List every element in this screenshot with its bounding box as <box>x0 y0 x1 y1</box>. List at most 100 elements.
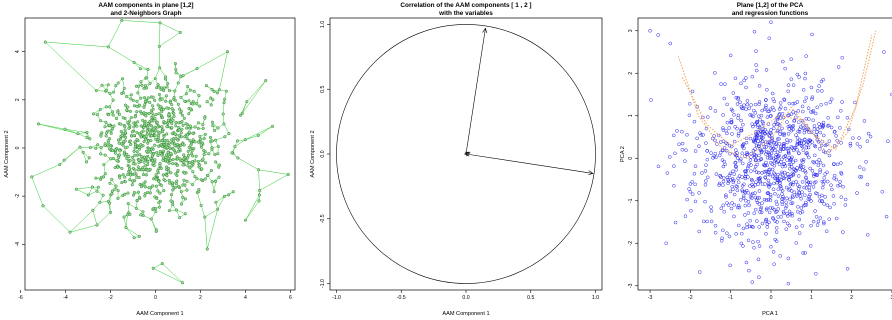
graph-edge <box>245 194 260 221</box>
scatter-point <box>801 148 806 152</box>
scatter-point <box>765 225 769 229</box>
scatter-point <box>764 150 769 154</box>
scatter-point <box>148 128 152 132</box>
scatter-point <box>811 185 816 189</box>
scatter-point <box>776 207 780 211</box>
panel-correlation-circle: Correlation of the AAM components [ 1 , … <box>310 2 603 317</box>
scatter-point <box>150 124 154 128</box>
scatter-point <box>215 91 220 95</box>
scatter-point <box>108 210 113 214</box>
scatter-point <box>170 122 174 126</box>
scatter-point <box>775 178 780 183</box>
scatter-point <box>144 134 148 138</box>
scatter-point <box>174 182 178 186</box>
scatter-point <box>796 205 800 209</box>
scatter-point <box>760 171 764 175</box>
scatter-point <box>757 100 762 104</box>
scatter-point <box>687 187 691 191</box>
scatter-point <box>177 128 181 132</box>
scatter-point <box>772 108 776 112</box>
scatter-point <box>784 204 789 208</box>
scatter-point <box>794 225 799 229</box>
scatter-point <box>754 49 758 53</box>
scatter-point <box>794 241 798 245</box>
scatter-point <box>821 77 825 82</box>
graph-edge <box>133 62 149 70</box>
scatter-point <box>99 146 103 150</box>
scatter-point <box>836 183 840 188</box>
scatter-point <box>140 111 144 115</box>
scatter-point <box>181 163 185 167</box>
scatter-point <box>754 136 759 141</box>
scatter-point <box>823 172 827 176</box>
scatter-point <box>123 125 127 129</box>
scatter-point <box>767 183 771 188</box>
scatter-point <box>170 126 174 130</box>
scatter-point <box>812 124 817 128</box>
chart-title: AAM components in plane [1,2] <box>98 2 193 9</box>
scatter-point <box>708 106 713 110</box>
scatter-point <box>204 161 208 165</box>
scatter-point <box>200 141 205 145</box>
scatter-point <box>117 141 121 145</box>
scatter-point <box>162 88 166 93</box>
scatter-point <box>126 202 130 206</box>
scatter-point <box>780 192 784 196</box>
scatter-point <box>139 124 143 128</box>
scatter-point <box>758 157 763 162</box>
scatter-point <box>851 136 855 140</box>
scatter-point <box>205 247 209 251</box>
scatter-point <box>145 129 149 133</box>
scatter-point <box>105 131 109 135</box>
scatter-point <box>784 200 788 205</box>
y-tick-label: 4 <box>15 50 21 53</box>
scatter-point <box>781 143 786 148</box>
scatter-point <box>794 168 798 173</box>
scatter-point <box>683 214 688 218</box>
scatter-point <box>110 189 114 193</box>
scatter-point <box>785 158 789 162</box>
scatter-point <box>721 128 726 132</box>
scatter-point <box>757 114 761 119</box>
scatter-point <box>827 139 832 144</box>
scatter-point <box>671 133 676 138</box>
scatter-point <box>769 128 773 132</box>
scatter-point <box>121 173 125 177</box>
scatter-point <box>726 203 731 207</box>
y-axis-label: PCA 2 <box>620 146 626 162</box>
scatter-point <box>151 154 155 158</box>
scatter-point <box>106 45 110 49</box>
scatter-point <box>214 200 218 204</box>
scatter-point <box>839 172 844 176</box>
scatter-point <box>825 203 830 208</box>
scatter-point <box>163 179 167 183</box>
scatter-point <box>736 131 741 136</box>
scatter-point <box>160 153 164 157</box>
scatter-point <box>179 202 183 206</box>
scatter-point <box>778 101 783 105</box>
scatter-point <box>141 118 145 122</box>
scatter-point <box>819 143 824 148</box>
scatter-point <box>742 78 746 83</box>
scatter-point <box>732 139 737 144</box>
graph-edge <box>219 51 228 90</box>
scatter-point <box>819 103 823 107</box>
scatter-point <box>771 216 776 221</box>
scatter-point <box>126 105 130 109</box>
scatter-point <box>828 205 832 210</box>
scatter-point <box>147 148 151 152</box>
y-tick-label: -1 <box>628 198 634 203</box>
scatter-point <box>223 97 227 101</box>
scatter-point <box>211 124 215 128</box>
scatter-point <box>832 173 837 178</box>
scatter-point <box>191 170 195 174</box>
scatter-point <box>152 130 156 134</box>
scatter-point <box>744 169 749 173</box>
graph-edge <box>215 196 225 203</box>
scatter-point <box>154 210 158 214</box>
scatter-point <box>120 91 124 95</box>
scatter-point <box>137 145 141 149</box>
scatter-point <box>733 160 738 165</box>
scatter-point <box>734 168 739 172</box>
